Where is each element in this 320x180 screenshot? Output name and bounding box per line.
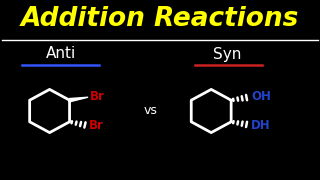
Text: DH: DH: [251, 119, 271, 132]
Text: Syn: Syn: [213, 46, 241, 62]
Text: Br: Br: [89, 119, 104, 132]
Text: Anti: Anti: [46, 46, 76, 62]
Polygon shape: [69, 97, 88, 102]
Text: Addition Reactions: Addition Reactions: [21, 6, 299, 33]
Text: vs: vs: [143, 105, 157, 118]
Text: OH: OH: [251, 90, 271, 103]
Text: Br: Br: [89, 90, 104, 103]
